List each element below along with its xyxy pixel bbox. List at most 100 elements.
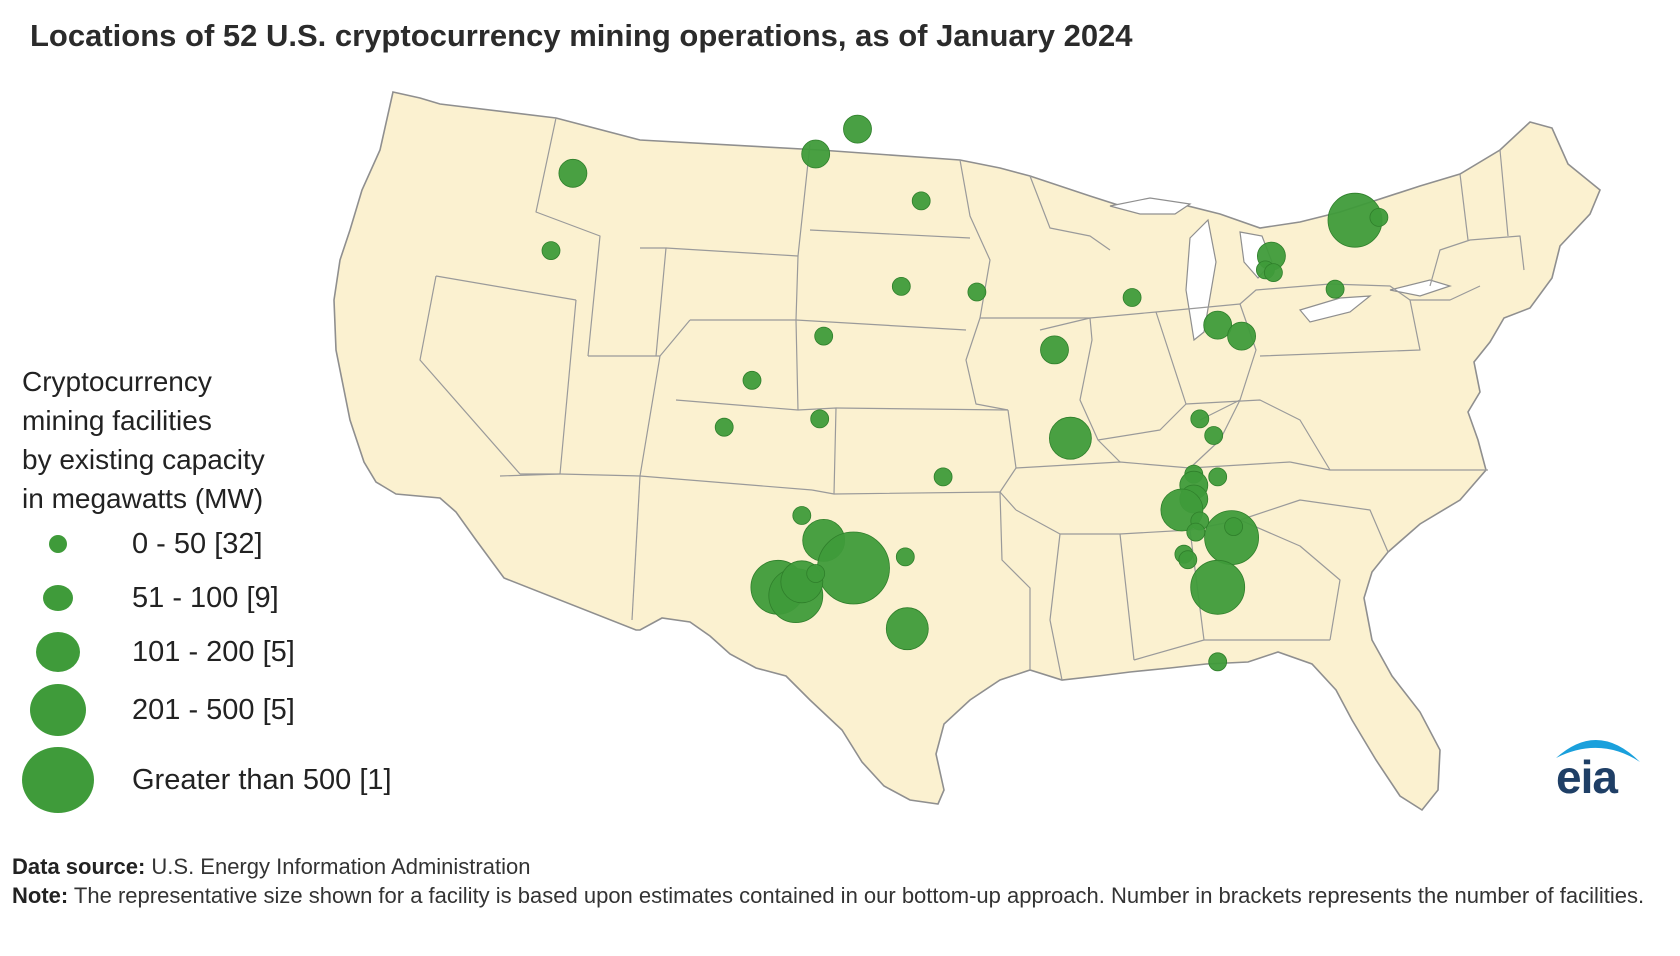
facility-marker	[541, 241, 561, 261]
state-border	[535, 117, 601, 357]
source-text: U.S. Energy Information Administration	[145, 854, 531, 879]
facility-marker	[817, 531, 890, 605]
facility-marker	[792, 506, 812, 525]
facility-marker	[843, 114, 872, 144]
lake	[1109, 197, 1192, 215]
facility-marker	[933, 467, 953, 487]
state-border	[1155, 303, 1257, 421]
state-border	[1015, 461, 1291, 469]
state-border	[1429, 235, 1525, 287]
facility-marker	[1203, 310, 1233, 340]
state-border	[1015, 509, 1061, 535]
facility-marker	[814, 326, 834, 346]
facility-marker	[895, 547, 915, 567]
legend-title-line: in megawatts (MW)	[22, 483, 264, 514]
map-title: Locations of 52 U.S. cryptocurrency mini…	[30, 18, 1133, 53]
legend-title-line: Cryptocurrency	[22, 366, 212, 397]
legend-label: 0 - 50 [32]	[132, 527, 263, 560]
source-label: Data source:	[12, 854, 146, 879]
facility-marker	[1208, 652, 1228, 672]
facility-marker	[967, 282, 987, 302]
legend-marker	[36, 632, 80, 672]
state-border	[795, 319, 967, 331]
state-border	[999, 491, 1031, 670]
legend-label: 201 - 500 [5]	[132, 693, 295, 726]
state-border	[1239, 283, 1421, 357]
facility-marker	[1227, 321, 1256, 351]
facility-marker	[1190, 559, 1246, 615]
legend-item-101-200: 101 - 200 [5]	[20, 622, 295, 682]
state-border	[1289, 461, 1488, 471]
facility-marker	[801, 139, 831, 169]
state-border	[1029, 175, 1111, 251]
facility-marker	[885, 607, 929, 651]
state-border	[419, 275, 521, 475]
facility-marker	[1186, 522, 1206, 542]
state-border	[797, 407, 837, 495]
state-border	[809, 229, 971, 239]
facility-marker	[891, 276, 911, 296]
logo-arc-icon	[1556, 739, 1640, 762]
lake	[1389, 279, 1452, 297]
state-border	[1499, 149, 1509, 237]
facility-marker	[1325, 279, 1345, 299]
legend-label: Greater than 500 [1]	[132, 763, 392, 796]
facility-markers	[541, 114, 1389, 672]
legend-marker	[43, 585, 73, 611]
legend-marker	[22, 747, 94, 813]
state-border	[588, 319, 691, 357]
state-border	[1097, 403, 1187, 441]
legend-marker	[49, 535, 67, 553]
facility-marker	[714, 417, 734, 437]
legend-title-line: mining facilities	[22, 405, 212, 436]
legend-item-51-100: 51 - 100 [9]	[20, 568, 279, 628]
state-border	[1039, 317, 1091, 331]
legend-label: 101 - 200 [5]	[132, 635, 295, 668]
state-border	[559, 299, 577, 475]
facility-marker	[1178, 550, 1198, 570]
facility-marker	[558, 158, 588, 188]
facility-marker	[1264, 263, 1283, 283]
state-border	[520, 355, 661, 477]
state-border	[1459, 173, 1469, 241]
facility-marker	[742, 370, 762, 390]
note-text: The representative size shown for a faci…	[68, 883, 1645, 908]
facility-marker	[1208, 467, 1228, 487]
legend-label: 51 - 100 [9]	[132, 581, 279, 614]
legend-item-0-50: 0 - 50 [32]	[20, 514, 263, 574]
facility-marker	[1049, 416, 1092, 460]
note-label: Note:	[12, 883, 69, 908]
state-border	[1185, 399, 1331, 471]
facility-marker	[1224, 517, 1243, 536]
state-borders	[419, 117, 1525, 681]
facility-marker	[1122, 288, 1142, 307]
state-border	[639, 475, 813, 491]
state-border	[1049, 533, 1063, 681]
facility-marker	[1369, 207, 1389, 227]
note-line: Note: The representative size shown for …	[12, 881, 1672, 910]
legend-item-201-500: 201 - 500 [5]	[20, 680, 295, 740]
legend-title-line: by existing capacity	[22, 444, 265, 475]
logo-text: eia	[1556, 751, 1618, 803]
footer: Data source: U.S. Energy Information Adm…	[12, 852, 1672, 910]
state-border	[1079, 317, 1121, 463]
legend-item-over-500: Greater than 500 [1]	[20, 747, 392, 813]
state-border	[435, 275, 577, 301]
facility-marker	[911, 191, 931, 211]
state-border	[835, 407, 1009, 411]
facility-marker	[810, 409, 830, 429]
lake	[1298, 295, 1372, 323]
facility-marker	[806, 564, 826, 583]
facility-marker	[1040, 335, 1069, 365]
facility-marker	[1204, 426, 1224, 445]
state-border	[1239, 499, 1389, 553]
lake	[1185, 218, 1217, 342]
legend-title: Cryptocurrency mining facilities by exis…	[22, 362, 342, 518]
eia-logo: eia	[1548, 728, 1648, 803]
facility-marker	[1190, 409, 1210, 429]
data-source-line: Data source: U.S. Energy Information Adm…	[12, 852, 1672, 881]
legend-marker	[30, 684, 86, 736]
state-border	[1410, 285, 1481, 301]
land-layer	[333, 91, 1601, 812]
